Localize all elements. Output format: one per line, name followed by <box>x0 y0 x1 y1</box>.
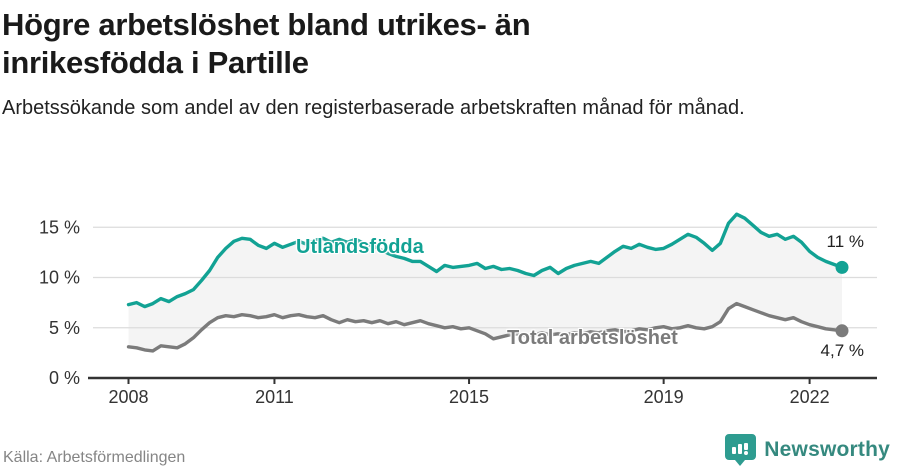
x-axis-tick-label: 2022 <box>790 387 830 407</box>
y-axis-tick-label: 0 % <box>49 368 80 388</box>
x-axis-tick-label: 2015 <box>449 387 489 407</box>
y-axis-tick-label: 10 % <box>39 268 80 288</box>
series-label-total-arbetsloshet: Total arbetslöshet <box>507 327 678 349</box>
y-axis-tick-label: 5 % <box>49 318 80 338</box>
x-axis-tick-label: 2019 <box>644 387 684 407</box>
source-text: Källa: Arbetsförmedlingen <box>3 449 186 466</box>
series-label-utlandsfodda: Utlandsfödda <box>296 236 424 258</box>
end-value-label-total: 4,7 % <box>820 341 864 360</box>
end-value-label-utlandsfodda: 11 % <box>826 232 865 251</box>
x-axis-tick-label: 2008 <box>108 387 148 407</box>
chart-subtitle: Arbetssökande som andel av den registerb… <box>2 97 745 119</box>
chart-canvas: 2008 2011 2015 2019 2022 0 % 5 % 10 % 15 % <box>39 212 877 407</box>
x-axis-tick-label: 2011 <box>255 387 294 407</box>
chart-header: Högre arbetslöshet bland utrikes- än inr… <box>2 6 882 121</box>
line-chart: 2008 2011 2015 2019 2022 0 % 5 % 10 % 15 % Utlan… <box>0 188 900 426</box>
newsworthy-logo: Newsworthy <box>724 433 890 466</box>
band-between-series <box>128 214 842 351</box>
y-axis-tick-label: 15 % <box>39 217 80 237</box>
series-line-total <box>126 301 844 353</box>
endpoint-dot-total <box>835 324 849 338</box>
newsworthy-bubble-chart-icon <box>725 434 757 466</box>
page-title: Högre arbetslöshet bland utrikes- än inr… <box>2 7 531 80</box>
series-line-utlandsfodda <box>126 212 844 309</box>
endpoint-dot-utlandsfodda <box>835 260 849 274</box>
newsworthy-wordmark: Newsworthy <box>764 437 890 461</box>
